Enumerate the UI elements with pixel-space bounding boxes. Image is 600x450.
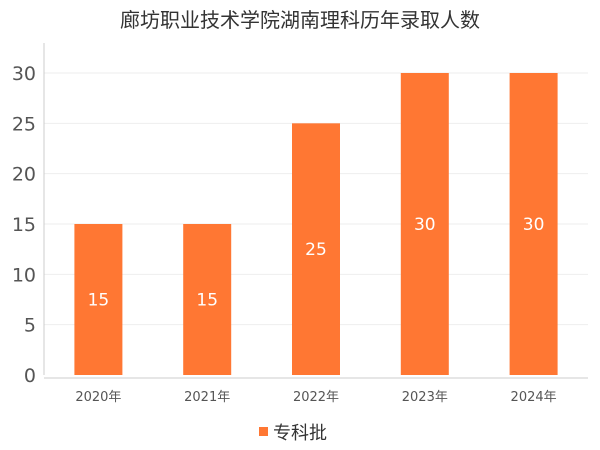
bar[interactable] — [292, 123, 340, 375]
x-axis-ticks: 2020年 2021年 2022年 2023年 2024年 — [75, 390, 556, 405]
y-axis-ticks: 0 5 10 15 20 25 30 — [12, 63, 36, 387]
bar[interactable] — [509, 73, 558, 375]
chart-title: 廊坊职业技术学院湖南理科历年录取人数 — [120, 8, 480, 32]
x-tick-label: 2020年 — [75, 390, 121, 405]
y-tick-label: 10 — [12, 264, 36, 286]
bars — [74, 73, 558, 375]
y-tick-label: 0 — [24, 365, 36, 387]
data-label: 30 — [523, 215, 545, 235]
legend-label: 专科批 — [273, 423, 327, 444]
x-tick-label: 2023年 — [402, 390, 448, 405]
y-tick-label: 20 — [12, 164, 36, 186]
data-labels: 15 15 25 30 30 — [88, 215, 545, 311]
data-label: 15 — [196, 291, 218, 311]
legend[interactable]: 专科批 — [259, 423, 327, 444]
y-tick-label: 15 — [12, 214, 36, 236]
bar[interactable] — [74, 224, 123, 375]
y-tick-label: 5 — [24, 315, 36, 337]
x-tick-label: 2022年 — [293, 390, 339, 405]
bar[interactable] — [400, 73, 449, 375]
y-tick-label: 30 — [12, 63, 36, 85]
x-tick-label: 2021年 — [184, 390, 230, 405]
y-tick-label: 25 — [12, 113, 36, 135]
legend-swatch — [259, 427, 268, 436]
bar[interactable] — [183, 224, 232, 375]
data-label: 15 — [88, 291, 110, 311]
data-label: 30 — [414, 215, 436, 235]
x-tick-label: 2024年 — [511, 390, 557, 405]
data-label: 25 — [305, 240, 327, 260]
